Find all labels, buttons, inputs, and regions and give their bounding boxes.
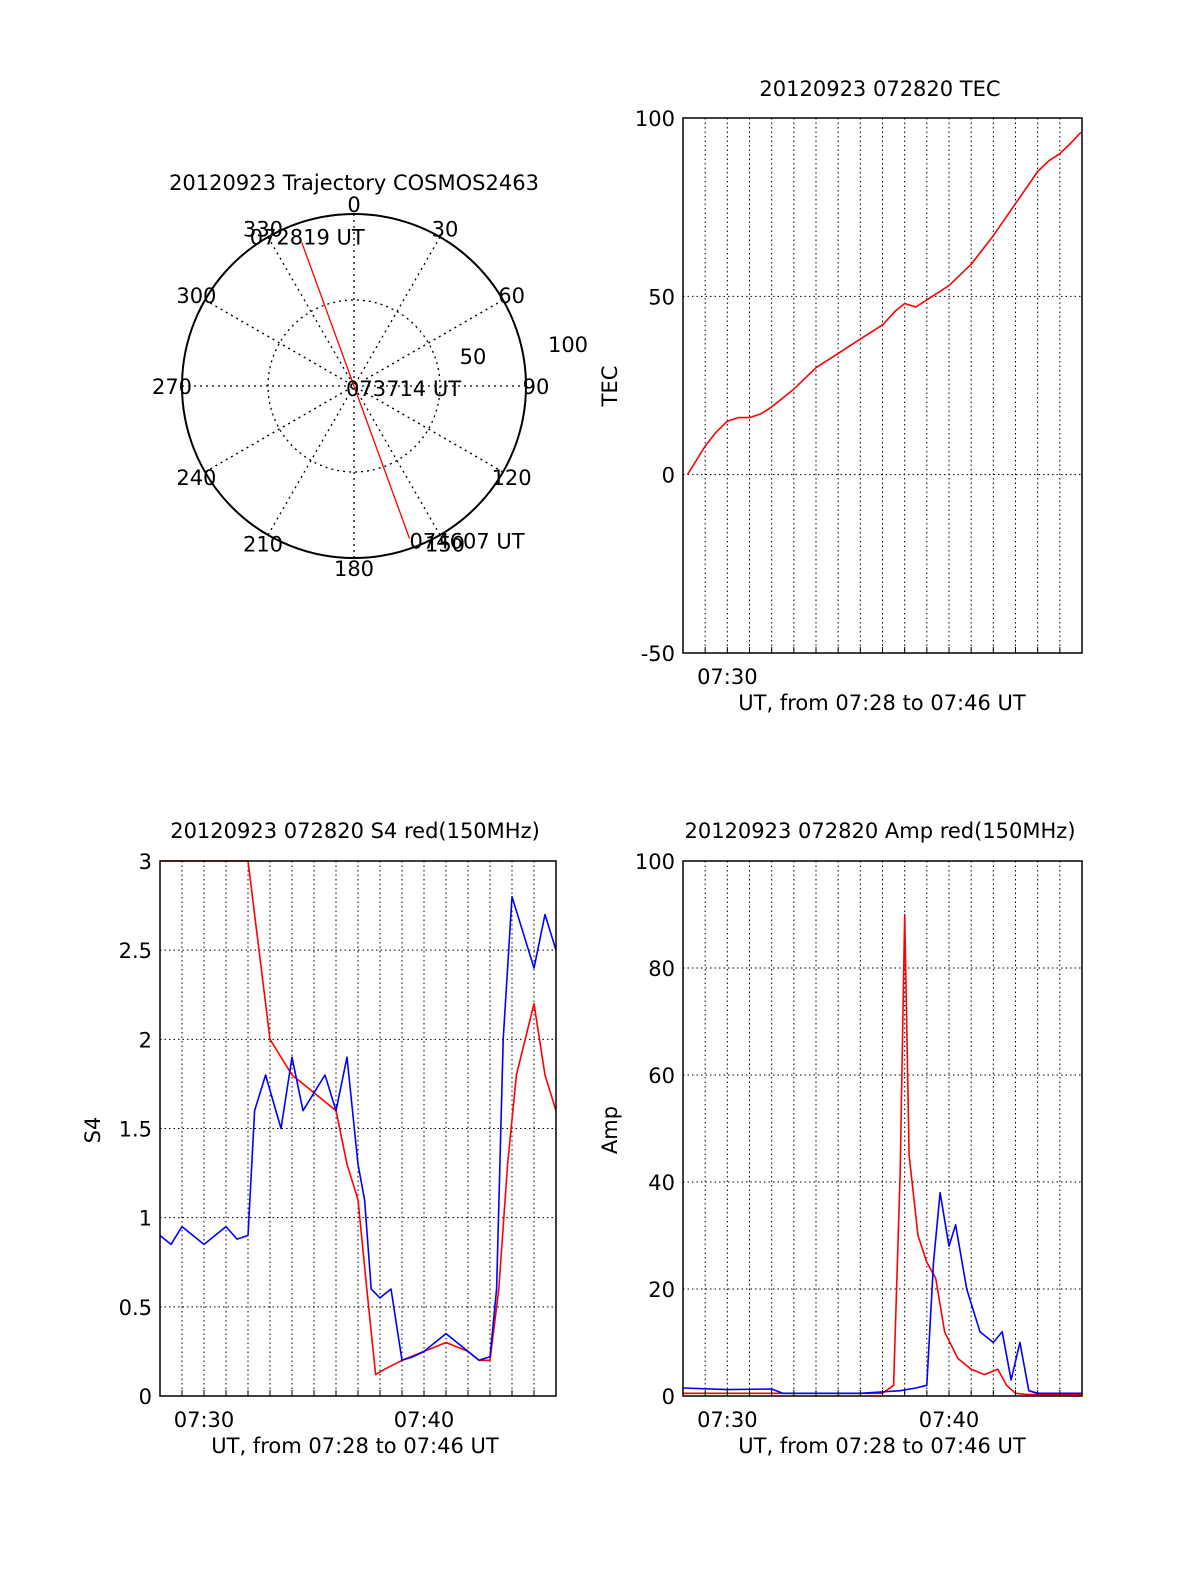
s4-plot-area: 0 0.5 1 1.5 2 2.5 3 07:30 07:40 bbox=[119, 850, 557, 1432]
s4-y-tick-label: 2 bbox=[139, 1028, 152, 1052]
amp-y-axis-label: Amp bbox=[598, 1106, 622, 1154]
s4-title: 20120923 072820 S4 red(150MHz) bbox=[170, 819, 540, 843]
tec-y-tick-label: 50 bbox=[648, 285, 675, 309]
s4-y-axis-label: S4 bbox=[81, 1117, 105, 1144]
polar-trajectory-panel: 20120923 Trajectory COSMOS2463 0 30 60 90 12… bbox=[152, 171, 588, 581]
trajectory-time-label: 072819 UT bbox=[250, 225, 365, 249]
polar-angle-label: 300 bbox=[176, 284, 216, 308]
amp-x-axis-label: UT, from 07:28 to 07:46 UT bbox=[738, 1434, 1026, 1458]
tec-chart-panel: 20120923 072820 TEC UT, from 07:28 to 07… bbox=[598, 77, 1083, 715]
polar-angle-label: 120 bbox=[492, 466, 532, 490]
amp-series-0-line bbox=[683, 913, 1082, 1396]
s4-y-tick-label: 3 bbox=[139, 850, 152, 874]
trajectory-time-label: 074607 UT bbox=[410, 530, 525, 554]
polar-angle-label: 180 bbox=[334, 557, 374, 581]
polar-angle-labels: 0 30 60 90 120 150 180 210 240 270 300 330 bbox=[152, 193, 549, 581]
tec-series-0-line bbox=[686, 131, 1082, 476]
polar-radial-label-100: 100 bbox=[548, 333, 588, 357]
amp-chart-panel: 20120923 072820 Amp red(150MHz) UT, from… bbox=[598, 819, 1083, 1458]
polar-title: 20120923 Trajectory COSMOS2463 bbox=[169, 171, 539, 195]
polar-angle-label: 330 bbox=[243, 217, 283, 241]
amp-y-tick-label: 20 bbox=[648, 1278, 675, 1302]
s4-y-tick-label: 1.5 bbox=[119, 1118, 152, 1142]
tec-y-axis-label: TEC bbox=[598, 366, 622, 408]
s4-y-tick-label: 0.5 bbox=[119, 1296, 152, 1320]
tec-y-tick-label: 0 bbox=[662, 464, 675, 488]
polar-angle-label: 90 bbox=[523, 375, 550, 399]
amp-x-tick-label: 07:30 bbox=[697, 1408, 758, 1432]
amp-x-tick-label: 07:40 bbox=[919, 1408, 980, 1432]
s4-series-0-line bbox=[160, 860, 557, 1376]
s4-chart-panel: 20120923 072820 S4 red(150MHz) UT, from … bbox=[81, 819, 557, 1458]
polar-angle-label: 240 bbox=[176, 466, 216, 490]
s4-series-1-line bbox=[159, 895, 557, 1362]
amp-y-tick-label: 40 bbox=[648, 1171, 675, 1195]
amp-y-tick-label: 0 bbox=[662, 1385, 675, 1409]
s4-y-tick-label: 0 bbox=[139, 1385, 152, 1409]
amp-title: 20120923 072820 Amp red(150MHz) bbox=[684, 819, 1075, 843]
polar-angle-label: 150 bbox=[425, 533, 465, 557]
tec-y-tick-label: -50 bbox=[641, 642, 675, 666]
s4-x-tick-label: 07:40 bbox=[394, 1408, 455, 1432]
s4-y-tick-label: 1 bbox=[139, 1207, 152, 1231]
amp-plot-area: 0 20 40 60 80 100 07:30 07:40 bbox=[635, 850, 1083, 1432]
s4-y-tick-label: 2.5 bbox=[119, 939, 152, 963]
amp-y-tick-label: 60 bbox=[648, 1064, 675, 1088]
s4-x-axis-label: UT, from 07:28 to 07:46 UT bbox=[211, 1434, 499, 1458]
polar-angle-label: 0 bbox=[347, 193, 360, 217]
tec-title: 20120923 072820 TEC bbox=[759, 77, 1000, 101]
tec-x-axis-label: UT, from 07:28 to 07:46 UT bbox=[738, 691, 1026, 715]
amp-y-tick-label: 80 bbox=[648, 957, 675, 981]
polar-trajectory: 072819 UT 073714 UT 074607 UT bbox=[250, 225, 525, 553]
tec-x-tick-label: 07:30 bbox=[697, 665, 758, 689]
amp-y-tick-label: 100 bbox=[635, 850, 675, 874]
trajectory-line bbox=[301, 242, 411, 539]
tec-plot-area: -50 0 50 100 07:30 bbox=[635, 107, 1083, 689]
polar-angle-label: 60 bbox=[498, 284, 525, 308]
polar-angle-label: 210 bbox=[243, 533, 283, 557]
amp-series-1-line bbox=[682, 1191, 1082, 1395]
polar-angle-label: 30 bbox=[432, 217, 459, 241]
polar-radial-label-50: 50 bbox=[460, 345, 487, 369]
trajectory-time-label: 073714 UT bbox=[346, 377, 461, 401]
polar-angle-label: 270 bbox=[152, 375, 192, 399]
polar-grid bbox=[181, 213, 527, 559]
tec-y-tick-label: 100 bbox=[635, 107, 675, 131]
s4-x-tick-label: 07:30 bbox=[174, 1408, 235, 1432]
